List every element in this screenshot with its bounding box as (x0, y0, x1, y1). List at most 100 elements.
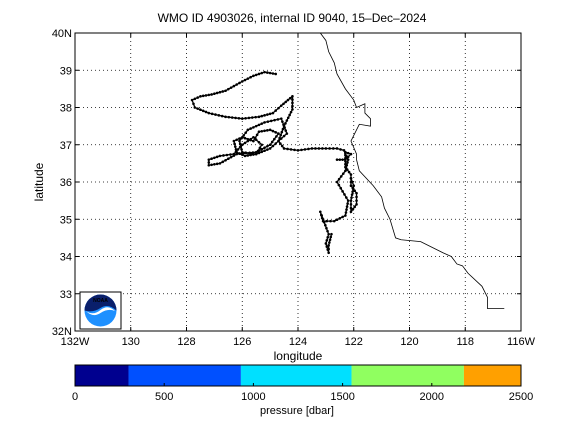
y-tick-label: 34 (60, 252, 72, 264)
track-point (296, 149, 300, 152)
track-point (199, 108, 202, 112)
colorbar-tick-label: 0 (72, 391, 78, 403)
track-point (273, 137, 276, 141)
track-point (260, 150, 264, 154)
track-point (280, 130, 284, 134)
track-point (345, 205, 349, 208)
track-point (263, 129, 266, 133)
colorbar-tick-label: 2000 (420, 391, 444, 403)
x-tick-label: 126 (233, 336, 251, 348)
track-point (279, 137, 283, 140)
track-point (324, 242, 328, 245)
track-point (353, 189, 356, 192)
track-point (355, 199, 358, 202)
coastline (319, 32, 505, 310)
track-point (230, 116, 234, 119)
track-point (254, 124, 258, 128)
track-point (250, 116, 254, 119)
y-tick-label: 35 (60, 214, 72, 226)
track-point (320, 214, 323, 217)
track-point (246, 137, 250, 141)
track-point (351, 190, 354, 193)
track-point (322, 220, 326, 224)
track-point (286, 116, 290, 120)
track-point (213, 163, 216, 166)
track-point (242, 134, 245, 137)
track-point (246, 139, 250, 143)
track-point (193, 97, 197, 101)
track-point (282, 123, 285, 126)
colorbar-bin (128, 365, 241, 386)
track-point (346, 161, 349, 164)
track-point (347, 170, 351, 174)
track-point (329, 235, 333, 239)
track-point (344, 162, 347, 166)
track-point (317, 147, 321, 150)
track-point (339, 148, 342, 151)
track-point (263, 70, 266, 74)
track-point (279, 117, 283, 120)
x-tick-label: 124 (289, 336, 307, 348)
track-point (257, 149, 261, 153)
track-point (345, 196, 348, 199)
track-point (241, 152, 245, 155)
track-point (281, 127, 285, 131)
track-point (325, 219, 329, 223)
track-point (238, 152, 242, 156)
track-point (277, 132, 280, 135)
track-point (343, 193, 346, 196)
track-point (257, 140, 261, 144)
track-point (353, 205, 356, 209)
colorbar-bin (75, 365, 129, 386)
track-point (234, 150, 238, 154)
x-tick-label: 130 (122, 336, 140, 348)
track-point (210, 112, 214, 116)
track-point (285, 119, 289, 122)
track-point (243, 154, 247, 158)
track-point (344, 214, 347, 217)
track-point (288, 113, 291, 117)
track-point (281, 120, 284, 123)
track-point (260, 147, 264, 151)
track-point (266, 144, 269, 148)
track-point (328, 147, 331, 150)
track-point (215, 91, 219, 95)
track-point (266, 71, 269, 74)
track-point (263, 149, 266, 153)
y-axis-ticks: 32N 33 34 35 36 37 38 39 40N (52, 28, 521, 338)
track-point (210, 93, 213, 96)
track-point (335, 158, 339, 161)
x-tick-label: 120 (400, 336, 418, 348)
track-point (252, 126, 255, 129)
track-point (196, 107, 199, 110)
track-point (291, 104, 294, 108)
track-point (257, 115, 261, 119)
track-point (199, 95, 202, 98)
track-point (260, 143, 264, 147)
track-point (280, 144, 284, 148)
y-tick-label: 33 (60, 289, 72, 301)
track-point (254, 115, 257, 119)
track-point (276, 118, 280, 121)
track-point (284, 129, 288, 132)
track-point (269, 119, 273, 123)
track-point (249, 75, 252, 79)
track-point (282, 102, 285, 106)
track-point (329, 219, 332, 223)
track-point (337, 177, 341, 181)
track-point (282, 147, 286, 150)
track-point (238, 145, 242, 149)
coastline-line (319, 32, 505, 310)
track-point (326, 235, 330, 239)
colorbar-bin (240, 365, 352, 386)
track-point (346, 151, 350, 155)
track-point (344, 153, 347, 157)
track-point (243, 141, 247, 145)
track-point (246, 128, 250, 132)
track-point (243, 78, 247, 82)
track-point (352, 184, 356, 188)
track-point (249, 137, 252, 141)
track-point (207, 158, 211, 161)
x-axis-label: longitude (274, 349, 323, 363)
track-point (289, 110, 293, 114)
